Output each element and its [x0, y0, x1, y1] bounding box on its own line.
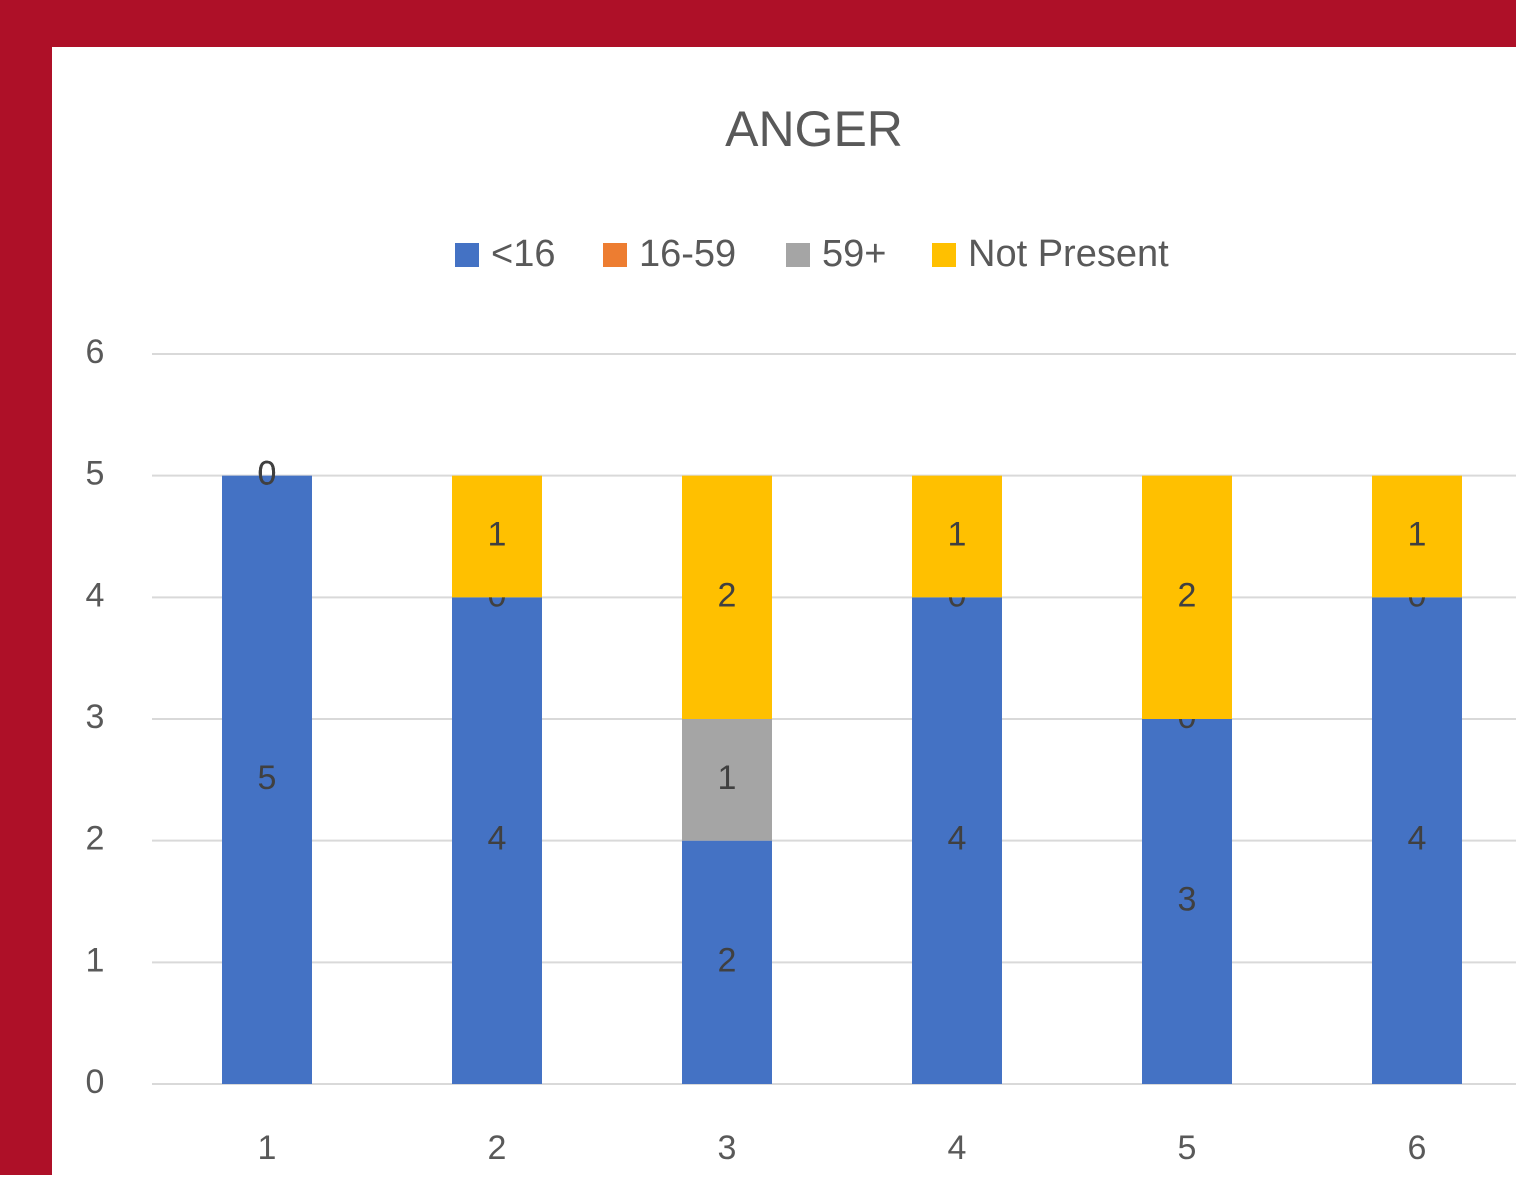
x-tick-label: 4 [948, 1129, 967, 1167]
data-label: 1 [1408, 515, 1427, 553]
data-label: 2 [718, 941, 737, 979]
data-label: 1 [488, 515, 507, 553]
data-label: 0 [258, 455, 277, 493]
data-label: 3 [1178, 880, 1197, 918]
bar-segment [682, 840, 772, 1084]
data-label: 4 [1408, 820, 1427, 858]
bar-segment [1142, 475, 1232, 719]
bar-segment [682, 719, 772, 841]
y-tick-label: 4 [86, 576, 105, 614]
legend-label: 16-59 [639, 233, 736, 275]
data-label: 1 [718, 759, 737, 797]
data-label: 0 [258, 455, 277, 493]
x-tick-label: 5 [1178, 1129, 1197, 1167]
data-label: 2 [718, 576, 737, 614]
y-tick-label: 1 [86, 941, 105, 979]
legend-swatch [786, 243, 810, 267]
bar-segment [1372, 475, 1462, 598]
bar-segment [682, 475, 772, 719]
data-label: 4 [488, 820, 507, 858]
y-tick-label: 0 [86, 1063, 105, 1101]
bar-segment [452, 475, 542, 598]
data-label: 4 [948, 820, 967, 858]
x-tick-label: 3 [718, 1129, 737, 1167]
legend-label: 59+ [822, 233, 886, 275]
x-tick-label: 2 [488, 1129, 507, 1167]
legend-label: Not Present [968, 233, 1169, 275]
data-label: 0 [258, 455, 277, 493]
legend-swatch [455, 243, 479, 267]
data-label: 2 [1178, 576, 1197, 614]
data-label: 5 [258, 759, 277, 797]
bar-segment [1142, 719, 1232, 1084]
x-tick-label: 6 [1408, 1129, 1427, 1167]
bar-segment [452, 597, 542, 1084]
y-tick-label: 6 [86, 333, 105, 371]
x-tick-label: 1 [258, 1129, 277, 1167]
y-tick-label: 3 [86, 698, 105, 736]
bar-segment [1372, 597, 1462, 1084]
data-label: 1 [948, 515, 967, 553]
chart-title: ANGER [725, 101, 903, 157]
legend-swatch [603, 243, 627, 267]
y-tick-label: 2 [86, 820, 105, 858]
legend-swatch [932, 243, 956, 267]
legend-label: <16 [491, 233, 555, 275]
bar-segment [222, 475, 312, 1085]
bar-segment [912, 475, 1002, 598]
bar-segment [912, 597, 1002, 1084]
y-tick-label: 5 [86, 455, 105, 493]
